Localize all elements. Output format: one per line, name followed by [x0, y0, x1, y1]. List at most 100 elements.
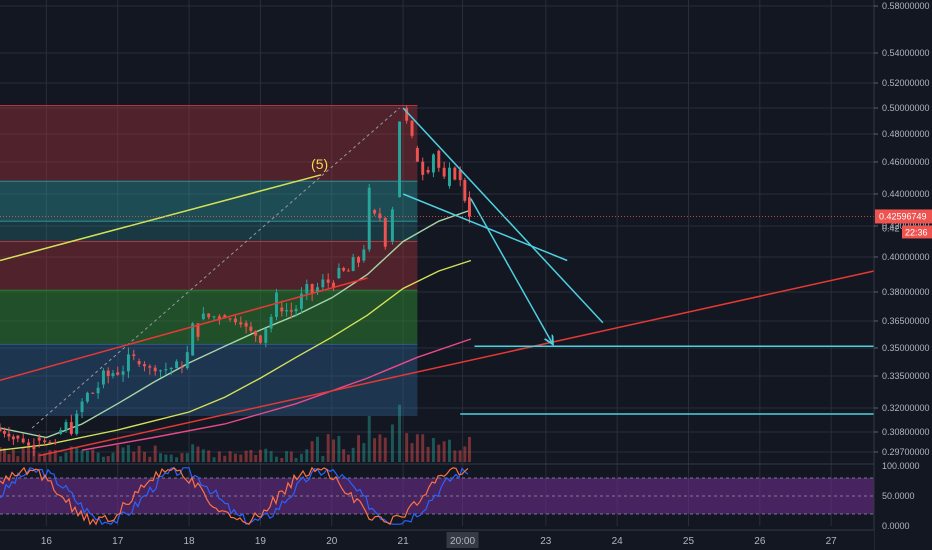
candle-body	[91, 392, 95, 394]
candle-body	[48, 442, 52, 444]
volume-bar	[264, 448, 268, 462]
volume-bar	[274, 456, 278, 462]
volume-bar	[326, 434, 330, 462]
candle-body	[207, 313, 211, 318]
candle-body	[458, 170, 462, 181]
trendline-1[interactable]	[0, 277, 368, 381]
candle-body	[101, 370, 105, 385]
time-tick-label: 25	[683, 536, 695, 547]
candle-body	[37, 437, 41, 441]
volume-bar	[316, 436, 319, 462]
trendline-3[interactable]	[402, 107, 604, 324]
candle-body	[27, 442, 31, 446]
volume-bar	[116, 445, 120, 462]
volume-bar	[310, 441, 314, 462]
price-tick-label: 0.46000000	[882, 157, 930, 167]
volume-bar	[75, 447, 79, 462]
candle-body	[258, 335, 262, 343]
volume-bar	[373, 438, 377, 462]
volume-bar	[164, 454, 168, 462]
price-axis[interactable]: 0.58000000 0.54000000 0.52000000 0.50000000…	[873, 0, 932, 550]
candle-body	[299, 293, 303, 309]
candle-body	[223, 315, 227, 319]
trendline-0[interactable]	[0, 174, 322, 262]
candle-body	[111, 373, 115, 377]
price-tick-label: 0.50000000	[882, 103, 930, 113]
volume-bar	[367, 416, 371, 462]
volume-bar	[48, 450, 52, 462]
price-tick-label: 0.48000000	[882, 129, 930, 139]
candle-body	[346, 270, 350, 272]
stochastic-oscillator-pane	[0, 463, 932, 526]
oscillator-d-line	[0, 466, 469, 526]
candle-body	[148, 366, 152, 368]
fib-zone-1	[0, 181, 418, 222]
volume-bar	[332, 439, 336, 462]
volume-bar	[280, 457, 284, 462]
volume-bar	[383, 437, 387, 462]
volume-bar	[191, 444, 195, 462]
candle-body	[448, 167, 451, 186]
volume-bar	[415, 434, 419, 462]
candle-body	[342, 267, 346, 271]
trendline-5[interactable]	[470, 198, 553, 345]
candle-body	[80, 401, 84, 412]
candle-body	[21, 438, 25, 443]
volume-bar	[337, 435, 341, 462]
candle-body	[332, 282, 336, 288]
volume-bar	[196, 446, 200, 462]
moving-average-ma_fast	[0, 209, 472, 439]
volume-bar	[126, 445, 130, 462]
candle-body	[59, 429, 63, 434]
volume-bar	[463, 446, 467, 462]
volume-bar	[69, 446, 73, 462]
candle-body	[43, 440, 47, 443]
elliott-wave-label: (5)	[311, 156, 328, 172]
bar-countdown: 22:36	[905, 227, 928, 237]
moving-averages	[0, 209, 472, 451]
trendline-2[interactable]	[39, 270, 875, 457]
time-axis[interactable]: 16171819202120:00232425262720:00	[0, 529, 874, 550]
volume-bar	[11, 449, 15, 462]
candle-body	[437, 150, 441, 168]
volume-bar	[37, 453, 41, 462]
candle-body	[75, 413, 79, 434]
candle-body	[126, 354, 130, 372]
volume-bar	[64, 452, 68, 462]
volume-bar	[185, 453, 189, 462]
volume-bar	[59, 456, 63, 462]
volume-bar	[357, 435, 360, 462]
price-tick-label: 0.44000000	[882, 189, 930, 199]
candle-body	[305, 284, 309, 294]
candle-body	[32, 445, 36, 450]
volume-bar	[321, 455, 325, 462]
candle-body	[217, 316, 221, 319]
volume-bar	[244, 450, 248, 462]
volume-bar	[239, 454, 243, 462]
candle-body	[164, 369, 168, 371]
candle-body	[453, 167, 457, 180]
candle-body	[16, 435, 20, 439]
candle-body	[106, 370, 110, 377]
volume-bar	[421, 434, 425, 462]
candle-body	[357, 257, 360, 263]
price-tick-label-partial: 0.42	[882, 223, 900, 233]
trendlines[interactable]	[0, 107, 875, 457]
candle-body	[212, 316, 216, 318]
time-tick-label: 16	[41, 536, 53, 547]
candle-body	[249, 326, 253, 331]
volume-bar	[378, 434, 382, 462]
volume-bar	[362, 443, 366, 462]
candle-body	[431, 154, 435, 173]
volume-bar	[180, 453, 184, 462]
volume-bar	[223, 455, 227, 462]
candle-body	[294, 308, 298, 312]
volume-bar	[16, 456, 20, 462]
trendline-4[interactable]	[402, 193, 568, 262]
time-tick-label: 26	[754, 536, 766, 547]
price-tick-label: 0.40000000	[882, 252, 930, 262]
volume-bar	[346, 454, 350, 462]
volume-bar	[111, 452, 115, 462]
candle-body	[159, 370, 163, 372]
